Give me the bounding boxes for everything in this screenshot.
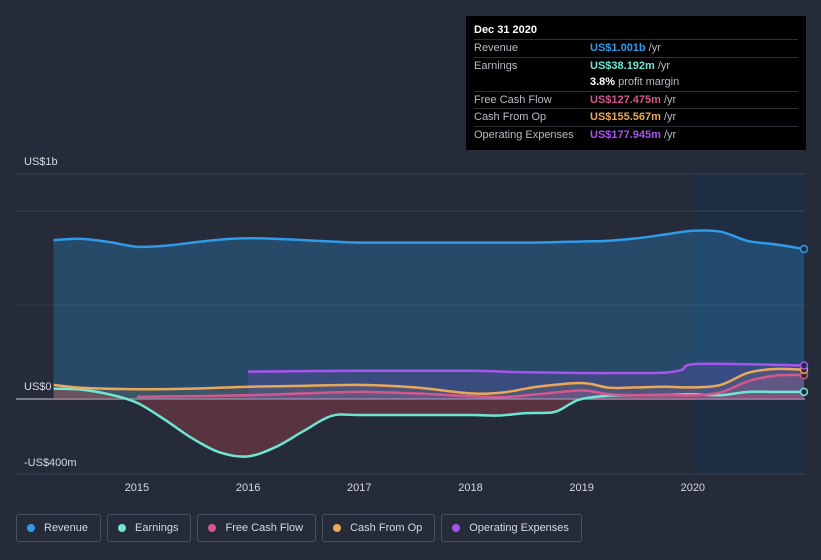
tooltip-unit: /yr — [663, 93, 677, 106]
highlight-region — [692, 174, 805, 474]
x-tick-label: 2020 — [681, 482, 705, 494]
legend-label: Earnings — [135, 522, 179, 534]
tooltip-value: US$1.001b — [590, 42, 646, 55]
x-tick-label: 2018 — [458, 482, 482, 494]
tooltip-row-margin: 3.8% profit margin — [474, 74, 798, 91]
tooltip-row-revenue: Revenue US$1.001b /yr — [474, 39, 798, 57]
tooltip-unit: /yr — [663, 111, 677, 124]
tooltip-value: US$155.567m — [590, 111, 661, 124]
tooltip-value: US$127.475m — [590, 93, 661, 106]
endpoint-revenue — [799, 244, 809, 254]
legend-dot-icon — [27, 524, 35, 532]
legend-label: Free Cash Flow — [225, 522, 304, 534]
x-tick-label: 2019 — [569, 482, 593, 494]
tooltip-label: Cash From Op — [474, 111, 547, 124]
x-tick-label: 2016 — [236, 482, 260, 494]
area-cash-from-op — [53, 368, 804, 399]
tooltip-panel: Dec 31 2020 Revenue US$1.001b /yr Earnin… — [466, 16, 806, 150]
legend-label: Operating Expenses — [469, 522, 569, 534]
legend-dot-icon — [452, 524, 461, 532]
tooltip-value: US$177.945m — [590, 128, 661, 141]
x-tick-label: 2015 — [125, 482, 149, 494]
tooltip-value: 3.8% — [590, 76, 616, 89]
area-earnings — [53, 388, 804, 457]
tooltip-label: Revenue — [474, 42, 519, 55]
legend-dot-icon — [118, 524, 127, 532]
legend-item-earnings[interactable]: Earnings — [107, 514, 192, 542]
legend-item-free-cash-flow[interactable]: Free Cash Flow — [197, 514, 317, 542]
endpoint-operating-expenses — [799, 361, 809, 370]
line-free-cash-flow — [136, 373, 805, 399]
tooltip-row-opex: Operating Expenses US$177.945m /yr — [474, 125, 798, 144]
y-tick-label: US$1b — [24, 156, 58, 168]
tooltip-label: Earnings — [474, 59, 518, 72]
legend-label: Revenue — [44, 522, 89, 534]
legend-label: Cash From Op — [350, 522, 423, 534]
tooltip-unit: /yr — [663, 128, 677, 141]
legend-item-revenue[interactable]: Revenue — [16, 514, 102, 542]
legend: Revenue Earnings Free Cash Flow Cash Fro… — [16, 514, 582, 542]
legend-item-cash-from-op[interactable]: Cash From Op — [322, 514, 436, 542]
legend-dot-icon — [208, 524, 217, 532]
tooltip-label: Operating Expenses — [474, 128, 574, 141]
legend-item-operating-expenses[interactable]: Operating Expenses — [441, 514, 582, 542]
tooltip-value: US$38.192m — [590, 59, 655, 72]
endpoint-earnings — [799, 387, 809, 397]
tooltip-row-earnings: Earnings US$38.192m /yr — [474, 56, 798, 75]
area-operating-expenses — [248, 363, 804, 399]
tooltip-date: Dec 31 2020 — [474, 24, 537, 36]
tooltip-unit: profit margin — [618, 76, 680, 89]
tooltip-unit: /yr — [657, 59, 671, 72]
line-revenue — [53, 229, 805, 251]
legend-dot-icon — [333, 524, 342, 532]
area-revenue — [53, 230, 804, 399]
line-operating-expenses — [248, 362, 805, 375]
x-tick-label: 2017 — [347, 482, 371, 494]
tooltip-unit: /yr — [648, 42, 661, 55]
line-cash-from-op — [53, 367, 805, 395]
y-tick-label: -US$400m — [24, 457, 77, 469]
y-tick-label: US$0 — [24, 381, 52, 393]
tooltip-row-fcf: Free Cash Flow US$127.475m /yr — [474, 90, 798, 109]
tooltip-label: Free Cash Flow — [474, 93, 552, 106]
tooltip-row-cfo: Cash From Op US$155.567m /yr — [474, 108, 798, 126]
